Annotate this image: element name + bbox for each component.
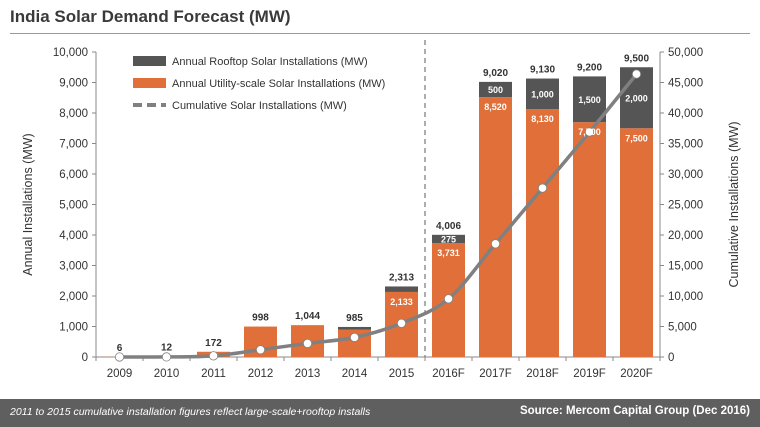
total-value-label: 9,130	[530, 65, 555, 76]
y-tick-label-left: 1,000	[59, 322, 88, 334]
utility-value-label: 2,133	[390, 297, 413, 307]
cumulative-point	[584, 127, 595, 137]
legend: Annual Rooftop Solar Installations (MW) A…	[133, 56, 385, 112]
y-tick-label-left: 6,000	[59, 169, 88, 181]
y-tick-label-right: 45,000	[668, 78, 703, 90]
total-value-label: 9,200	[577, 62, 602, 73]
y-tick-label-left: 7,000	[59, 139, 88, 151]
total-value-label: 9,020	[483, 68, 508, 79]
utility-value-label: 7,500	[625, 133, 648, 143]
x-tick-label: 2020F	[620, 368, 653, 380]
footer-bar: 2011 to 2015 cumulative installation fig…	[0, 399, 760, 427]
x-tick-label: 2011	[201, 368, 226, 380]
cumulative-point	[114, 352, 125, 362]
axes: 0 1,000 2,000 3,000 4,000 5,000 6,000 7,000 8,00…	[21, 40, 741, 380]
chart-title: India Solar Demand Forecast (MW)	[10, 7, 291, 26]
total-value-label: 9,500	[624, 53, 649, 64]
rooftop-value-label: 275	[441, 235, 456, 245]
x-tick-label: 2017F	[479, 368, 512, 380]
y-tick-label-right: 10,000	[668, 291, 703, 303]
y-tick-label-left: 2,000	[59, 291, 88, 303]
bar-utility-scale	[620, 128, 653, 357]
bar-utility-scale	[479, 97, 512, 357]
y-tick-label-right: 25,000	[668, 200, 703, 212]
bar-rooftop	[479, 81, 512, 98]
cumulative-point	[208, 351, 219, 361]
bar-utility-scale	[526, 109, 559, 357]
total-value-label: 12	[161, 343, 173, 354]
legend-swatch-utility	[133, 78, 166, 88]
y-tick-label-left: 3,000	[59, 261, 88, 273]
total-value-label: 2,313	[389, 272, 414, 283]
chart: 0 1,000 2,000 3,000 4,000 5,000 6,000 7,000 8,00…	[21, 40, 741, 380]
rooftop-value-label: 1,500	[578, 95, 601, 105]
x-tick-label: 2010	[154, 368, 180, 380]
legend-swatch-rooftop	[133, 56, 166, 66]
x-tick-label: 2009	[107, 368, 133, 380]
bar-rooftop	[432, 234, 465, 244]
total-value-label: 6	[117, 343, 123, 354]
footer-source: Source: Mercom Capital Group (Dec 2016)	[519, 405, 750, 417]
y-tick-label-right: 40,000	[668, 108, 703, 120]
total-value-label: 4,006	[436, 221, 461, 232]
y-tick-label-right: 20,000	[668, 230, 703, 242]
bar-utility-scale	[573, 122, 606, 358]
y-tick-label-left: 10,000	[53, 47, 88, 59]
legend-label-cumulative: Cumulative Solar Installations (MW)	[172, 100, 347, 112]
total-value-label: 985	[346, 313, 363, 324]
cumulative-point	[631, 69, 642, 79]
bar-rooftop	[573, 76, 606, 123]
cumulative-point	[161, 352, 172, 362]
y-tick-label-left: 0	[82, 352, 88, 364]
y-tick-label-left: 9,000	[59, 78, 88, 90]
cumulative-point	[302, 338, 313, 348]
cumulative-line-group	[114, 69, 642, 362]
cumulative-point	[396, 318, 407, 328]
x-tick-label: 2018F	[526, 368, 559, 380]
x-tick-label: 2015	[389, 368, 415, 380]
cumulative-point	[490, 239, 501, 249]
y-tick-label-right: 35,000	[668, 139, 703, 151]
bar-rooftop	[385, 286, 418, 292]
rooftop-value-label: 2,000	[625, 93, 648, 103]
y-tick-label-left: 8,000	[59, 108, 88, 120]
utility-value-label: 8,130	[531, 114, 554, 124]
cumulative-point	[537, 183, 548, 193]
y-tick-label-right: 5,000	[668, 322, 697, 334]
total-value-label: 172	[205, 338, 222, 349]
utility-value-label: 7,700	[578, 127, 601, 137]
utility-value-label: 8,520	[484, 102, 507, 112]
x-tick-label: 2019F	[573, 368, 606, 380]
y-tick-label-right: 50,000	[668, 47, 703, 59]
y-tick-label-right: 0	[668, 352, 674, 364]
x-tick-label: 2014	[342, 368, 368, 380]
cumulative-point	[349, 332, 360, 342]
bar-rooftop	[526, 78, 559, 110]
footer-note: 2011 to 2015 cumulative installation fig…	[10, 406, 371, 418]
y-tick-label-right: 15,000	[668, 261, 703, 273]
bar-rooftop	[338, 326, 371, 330]
utility-value-label: 3,731	[437, 248, 460, 258]
legend-label-utility: Annual Utility-scale Solar Installations…	[172, 78, 385, 90]
x-tick-label: 2012	[248, 368, 274, 380]
total-value-label: 1,044	[295, 311, 320, 322]
y-tick-label-right: 30,000	[668, 169, 703, 181]
total-value-label: 998	[252, 313, 269, 324]
y-axis-title-right: Cumulative Installations (MW)	[727, 121, 741, 287]
rooftop-value-label: 500	[488, 85, 503, 95]
x-tick-label: 2013	[295, 368, 321, 380]
y-tick-label-left: 5,000	[59, 200, 88, 212]
x-tick-label: 2016F	[432, 368, 465, 380]
rooftop-value-label: 1,000	[531, 89, 554, 99]
y-tick-label-left: 4,000	[59, 230, 88, 242]
title-divider	[10, 33, 750, 34]
cumulative-point	[255, 345, 266, 355]
y-axis-title-left: Annual Installations (MW)	[21, 133, 35, 275]
cumulative-point	[443, 294, 454, 304]
data-labels: 2,133 3,731 275 8,520 500 8,130 1,000 7,700 1,50…	[117, 53, 650, 354]
legend-label-rooftop: Annual Rooftop Solar Installations (MW)	[172, 56, 368, 68]
